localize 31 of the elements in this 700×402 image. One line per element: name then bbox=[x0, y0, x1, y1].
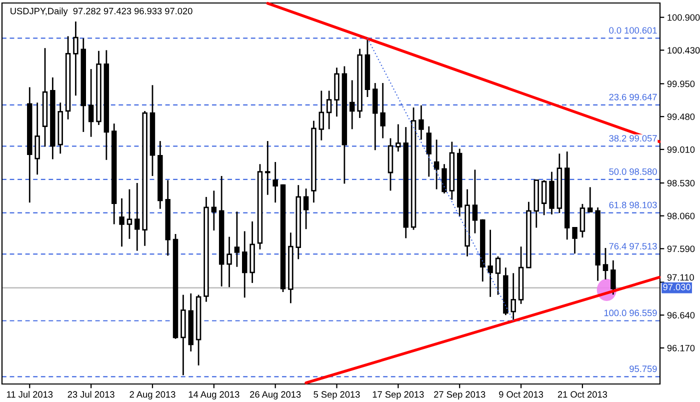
y-tick-label: 100.900 bbox=[668, 14, 700, 21]
ref-line-label: 38.2 99.057 bbox=[609, 135, 657, 142]
y-tick-label: 99.480 bbox=[667, 114, 695, 120]
x-tick-label: 21 Oct 2013 bbox=[558, 391, 608, 398]
x-tick-label: 27 Sep 2013 bbox=[434, 391, 486, 400]
y-tick-label: 98.530 bbox=[667, 180, 695, 186]
y-tick-label: 97.590 bbox=[667, 246, 695, 252]
ref-line-label: 97.030 bbox=[663, 284, 690, 290]
ref-line-label: 23.6 99.647 bbox=[609, 94, 657, 100]
y-tick-label: 96.170 bbox=[667, 344, 695, 352]
ref-line-label: 100.0 96.559 bbox=[604, 310, 657, 316]
y-tick-label: 99.010 bbox=[667, 146, 695, 153]
x-tick-label: 26 Aug 2013 bbox=[250, 391, 301, 400]
x-tick-label: 17 Sep 2013 bbox=[372, 391, 424, 400]
x-tick-label: 23 Jul 2013 bbox=[68, 390, 114, 398]
x-tick-label: 9 Oct 2013 bbox=[499, 391, 544, 398]
y-tick-label: 96.640 bbox=[667, 312, 695, 318]
y-tick-label: 99.950 bbox=[667, 80, 695, 88]
ref-line-label: 95.759 bbox=[630, 366, 657, 372]
chart-title: USDJPY,Daily 97.282 97.423 96.933 97.020 bbox=[10, 8, 192, 16]
ref-line-label: 61.8 98.103 bbox=[609, 202, 657, 208]
ref-line-label: 0.0 100.601 bbox=[609, 27, 657, 34]
x-tick-label: 11 Jul 2013 bbox=[6, 390, 53, 398]
y-tick-label: 98.060 bbox=[667, 212, 695, 220]
x-tick-label: 14 Aug 2013 bbox=[188, 391, 240, 400]
y-tick-label: 97.110 bbox=[667, 274, 694, 281]
x-tick-label: 2 Aug 2013 bbox=[130, 391, 176, 400]
ref-line-label: 76.4 97.513 bbox=[609, 242, 657, 250]
x-tick-label: 5 Sep 2013 bbox=[314, 391, 360, 400]
y-tick-label: 100.430 bbox=[668, 47, 700, 54]
ref-line-label: 50.0 98.580 bbox=[609, 168, 657, 175]
